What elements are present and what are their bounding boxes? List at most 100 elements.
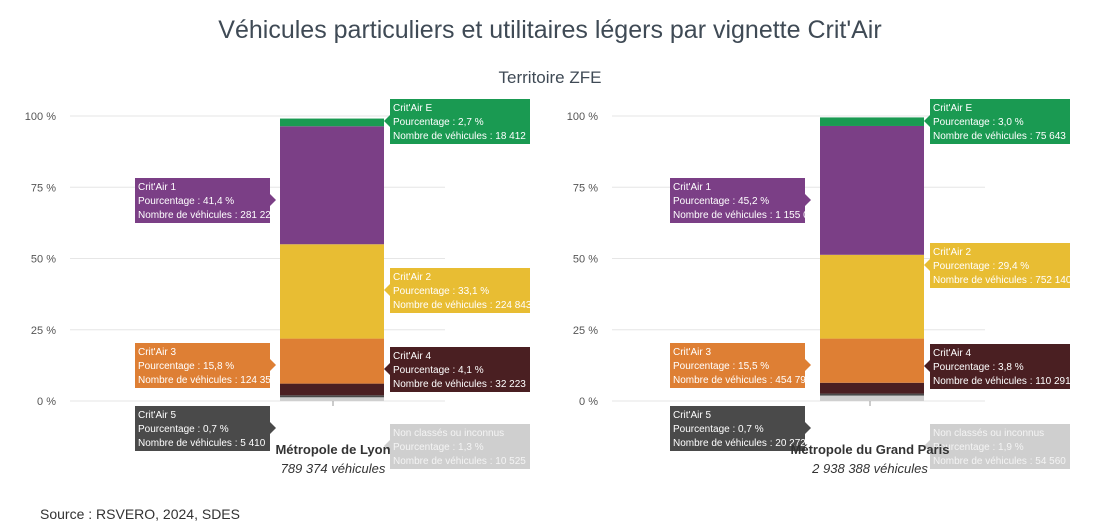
data-label-count: Nombre de véhicules : 752 140 [933,275,1072,286]
data-label-pointer [270,194,276,206]
data-label-name: Crit'Air 1 [673,182,711,193]
y-tick-label: 75 % [31,182,56,194]
chart-subtitle: Territoire ZFE [498,68,602,87]
data-label-pointer [924,115,930,127]
bar-segment[interactable] [820,254,924,339]
data-label-count: Nombre de véhicules : 5 410 [138,438,266,449]
data-label-name: Crit'Air 2 [933,247,971,258]
y-tick-label: 25 % [31,325,56,337]
bar-segment[interactable] [280,395,384,398]
category-label: Métropole de Lyon [275,442,390,457]
data-label-percent: Pourcentage : 0,7 % [673,424,764,435]
data-label-percent: Pourcentage : 45,2 % [673,196,769,207]
data-label-box [390,268,530,313]
data-label-box [390,424,530,469]
category-total: 2 938 388 véhicules [811,461,928,476]
data-label: Crit'Air E Pourcentage : 3,0 % Nombre de v… [924,99,1070,144]
bar-segment[interactable] [280,244,384,339]
data-label-count: Nombre de véhicules : 18 412 [393,131,526,142]
bar-segment[interactable] [280,126,384,245]
data-label-count: Nombre de véhicules : 224 843 [393,300,532,311]
data-label-name: Crit'Air 3 [673,347,711,358]
data-label-count: Nombre de véhicules : 20 272 [673,438,806,449]
data-label-box [930,99,1070,144]
data-label-box [135,406,270,451]
data-label: Crit'Air 3 Pourcentage : 15,8 % Nombre de … [135,343,277,388]
y-tick-label: 0 % [37,396,56,408]
data-label-box [670,178,805,223]
y-tick-label: 50 % [573,254,598,266]
data-label-name: Crit'Air E [933,103,972,114]
data-label-percent: Pourcentage : 33,1 % [393,286,489,297]
bar-segment[interactable] [280,338,384,384]
data-label: Non classés ou inconnus Pourcentage : 1,3… [384,424,530,469]
data-label-percent: Pourcentage : 0,7 % [138,424,229,435]
bar-segment[interactable] [820,382,924,394]
data-label-count: Nombre de véhicules : 454 793 [673,375,812,386]
y-tick-label: 75 % [573,182,598,194]
data-label-name: Crit'Air 2 [393,272,431,283]
data-label-percent: Pourcentage : 3,0 % [933,117,1024,128]
bar-segment[interactable] [280,118,384,127]
y-tick-label: 25 % [573,325,598,337]
bar-segment[interactable] [280,397,384,401]
data-label-pointer [924,259,930,271]
data-label-box [670,406,805,451]
data-label: Crit'Air 5 Pourcentage : 0,7 % Nombre de v… [670,406,811,451]
data-label-pointer [805,422,811,434]
data-label: Crit'Air 2 Pourcentage : 29,4 % Nombre de … [924,243,1072,288]
data-label-percent: Pourcentage : 41,4 % [138,196,234,207]
bar-segment[interactable] [820,393,924,396]
chart-title: Véhicules particuliers et utilitaires lé… [218,16,882,44]
y-tick-label: 100 % [567,111,598,123]
data-label-name: Crit'Air 1 [138,182,176,193]
data-label-pointer [384,440,390,452]
chart-panel-1: 0 % 25 % 50 % 75 % 100 % Non classés ou incon… [25,99,532,476]
data-label-count: Nombre de véhicules : 281 226 [138,210,277,221]
y-tick-label: 0 % [579,396,598,408]
data-label: Non classés ou inconnus Pourcentage : 1,9… [924,424,1070,469]
data-label-pointer [924,360,930,372]
data-label-name: Crit'Air 5 [138,410,176,421]
data-label: Crit'Air 4 Pourcentage : 4,1 % Nombre de v… [384,347,530,392]
data-label-count: Nombre de véhicules : 75 643 [933,131,1066,142]
bar-segment[interactable] [280,383,384,396]
data-label-count: Nombre de véhicules : 1 155 047 [673,210,820,221]
data-label: Crit'Air 5 Pourcentage : 0,7 % Nombre de v… [135,406,276,451]
data-label-name: Crit'Air 4 [393,351,431,362]
data-label: Crit'Air E Pourcentage : 2,7 % Nombre de v… [384,99,530,144]
data-label-pointer [805,359,811,371]
data-label-name: Non classés ou inconnus [933,428,1044,439]
bar-segment[interactable] [820,117,924,126]
data-label: Crit'Air 3 Pourcentage : 15,5 % Nombre de … [670,343,812,388]
data-label: Crit'Air 2 Pourcentage : 33,1 % Nombre de … [384,268,532,313]
data-label-pointer [270,359,276,371]
data-label-name: Crit'Air 5 [673,410,711,421]
category-label: Métropole du Grand Paris [791,442,950,457]
bar-segment[interactable] [820,395,924,401]
data-label-pointer [384,363,390,375]
data-label: Crit'Air 1 Pourcentage : 41,4 % Nombre de … [135,178,277,223]
data-label-box [930,243,1070,288]
y-tick-label: 50 % [31,254,56,266]
bar-segment[interactable] [820,338,924,383]
bar-segment[interactable] [820,125,924,255]
data-label-box [135,343,270,388]
data-label-box [390,347,530,392]
data-label: Crit'Air 4 Pourcentage : 3,8 % Nombre de v… [924,344,1071,389]
data-label: Crit'Air 1 Pourcentage : 45,2 % Nombre de … [670,178,820,223]
data-label-pointer [384,115,390,127]
data-label-count: Nombre de véhicules : 110 291 [933,376,1071,387]
data-label-percent: Pourcentage : 29,4 % [933,261,1029,272]
data-label-box [930,344,1070,389]
data-label-percent: Pourcentage : 4,1 % [393,365,484,376]
source-note: Source : RSVERO, 2024, SDES [40,506,240,522]
data-label-pointer [384,284,390,296]
data-label-name: Non classés ou inconnus [393,428,504,439]
chart-panel-2: 0 % 25 % 50 % 75 % 100 % Non classés ou incon… [567,99,1072,476]
data-label-count: Nombre de véhicules : 32 223 [393,379,526,390]
data-label-box [930,424,1070,469]
data-label-percent: Pourcentage : 1,3 % [393,442,484,453]
data-label-box [390,99,530,144]
chart-area: 0 % 25 % 50 % 75 % 100 % Non classés ou incon… [25,99,1072,476]
